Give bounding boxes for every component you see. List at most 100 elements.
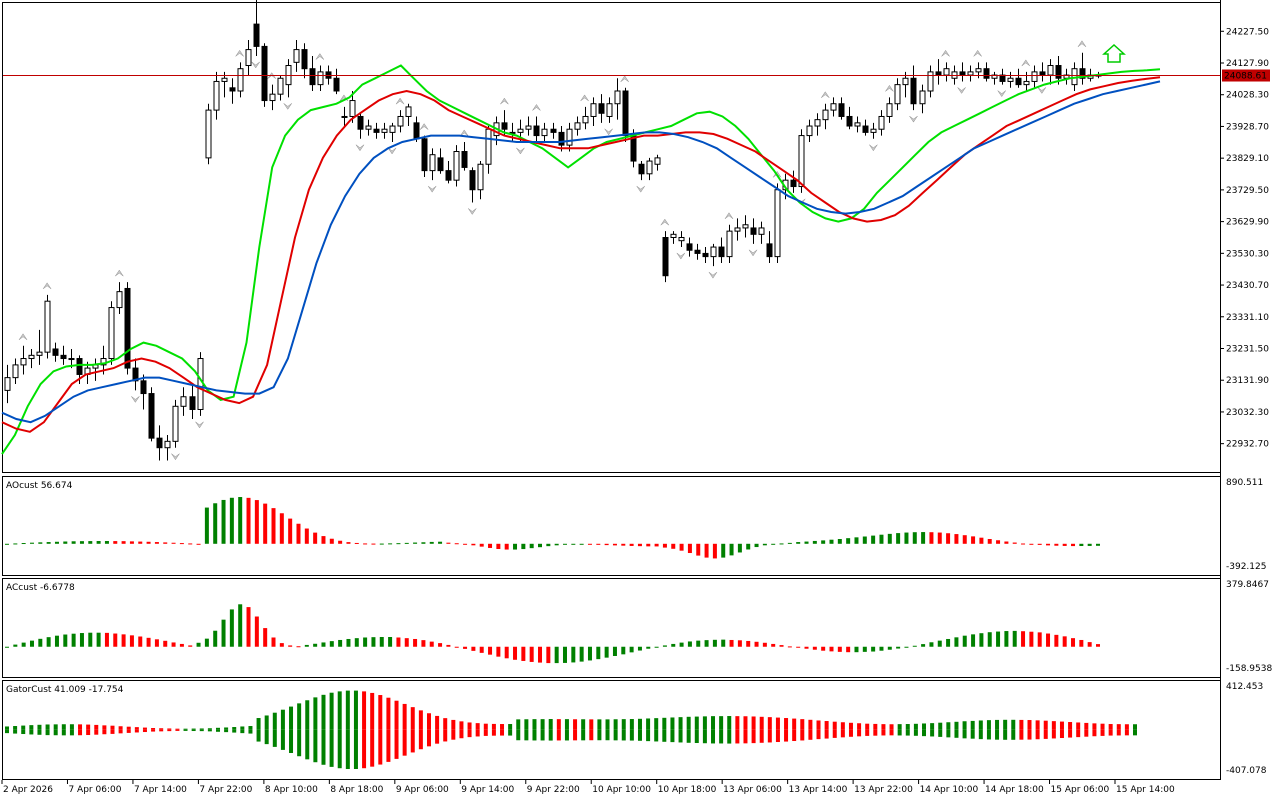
gator-upper-bar bbox=[1100, 723, 1105, 730]
gator-upper-bar bbox=[353, 690, 358, 730]
gator-lower-bar bbox=[418, 729, 423, 750]
gator-upper-bar bbox=[459, 721, 464, 730]
gator-lower-bar bbox=[629, 729, 634, 741]
gator-upper-bar bbox=[435, 715, 440, 730]
histogram-bar bbox=[279, 643, 284, 647]
histogram-bar bbox=[1079, 543, 1084, 547]
gator-upper-bar bbox=[532, 719, 537, 730]
gator-lower-bar bbox=[848, 729, 853, 737]
gator-title: GatorCust 41.009 -17.754 bbox=[6, 685, 124, 695]
gator-upper-bar bbox=[873, 723, 878, 730]
histogram-bar bbox=[521, 646, 526, 661]
gator-lower-bar bbox=[808, 729, 813, 740]
candle-bear bbox=[1039, 71, 1046, 76]
gator-lower-bar bbox=[832, 729, 837, 738]
candle-bull bbox=[509, 131, 516, 134]
candle-bear bbox=[718, 246, 725, 258]
histogram-bar bbox=[896, 533, 901, 544]
gator-lower-bar bbox=[167, 729, 172, 732]
gator-lower-bar bbox=[889, 729, 894, 736]
histogram-bar bbox=[646, 646, 651, 649]
histogram-bar bbox=[904, 646, 909, 648]
gator-upper-bar bbox=[207, 728, 212, 730]
histogram-bar bbox=[196, 543, 201, 545]
current-price-badge bbox=[1222, 69, 1270, 82]
histogram-bar bbox=[513, 646, 518, 660]
histogram-bar bbox=[829, 646, 834, 652]
fractal-up-marker bbox=[1077, 40, 1087, 47]
gator-upper-bar bbox=[134, 727, 139, 730]
candle-bear bbox=[910, 77, 917, 105]
candle-bear bbox=[357, 115, 364, 130]
histogram-bar bbox=[937, 640, 942, 647]
gator-lower-bar bbox=[224, 729, 229, 733]
candle-bull bbox=[606, 103, 613, 117]
histogram-bar bbox=[621, 646, 626, 655]
gator-upper-bar bbox=[378, 695, 383, 730]
gator-lower-bar bbox=[930, 729, 935, 737]
gator-lower-bar bbox=[435, 729, 440, 744]
gator-upper-bar bbox=[1068, 722, 1073, 730]
fractal-up-marker bbox=[42, 282, 52, 290]
histogram-bar bbox=[637, 543, 642, 547]
gator-lower-bar bbox=[678, 729, 683, 743]
fractal-down-marker bbox=[131, 396, 140, 403]
candle-bear bbox=[253, 23, 260, 47]
histogram-bar bbox=[204, 507, 209, 544]
ac-title: ACcust -6.6778 bbox=[6, 583, 75, 593]
histogram-bar bbox=[279, 513, 284, 544]
candle-bear bbox=[156, 437, 163, 449]
gator-upper-bar bbox=[629, 719, 634, 730]
gator-upper-bar bbox=[321, 694, 326, 730]
candle-bear bbox=[662, 237, 669, 277]
gator-upper-bar bbox=[1003, 719, 1008, 730]
gator-lower-bar bbox=[613, 729, 618, 741]
gator-lower-bar bbox=[78, 729, 83, 736]
histogram-bar bbox=[846, 538, 851, 544]
fractal-up-marker bbox=[885, 84, 894, 92]
gator-lower-bar bbox=[978, 729, 983, 740]
candle-bear bbox=[140, 380, 147, 395]
histogram-bar bbox=[979, 633, 984, 647]
gator-upper-bar bbox=[329, 692, 334, 730]
histogram-bar bbox=[313, 643, 318, 647]
histogram-bar bbox=[1037, 543, 1042, 545]
gator-lower-bar bbox=[69, 729, 74, 736]
gator-upper-bar bbox=[621, 719, 626, 730]
histogram-bar bbox=[96, 632, 101, 647]
gator-upper-bar bbox=[13, 726, 18, 730]
fractal-up-marker bbox=[419, 123, 429, 130]
histogram-bar bbox=[879, 534, 884, 544]
gator-upper-bar bbox=[94, 724, 99, 730]
gator-lower-bar bbox=[386, 729, 391, 762]
gator-upper-bar bbox=[289, 706, 294, 730]
candle-bull bbox=[245, 49, 252, 67]
fractal-up-marker bbox=[500, 97, 509, 105]
gator-lower-bar bbox=[1027, 729, 1032, 740]
fractal-up-marker bbox=[821, 91, 830, 98]
price-tick-label: 24127.90 bbox=[1226, 59, 1269, 69]
histogram-bar bbox=[479, 646, 484, 653]
histogram-bar bbox=[521, 543, 526, 550]
gator-upper-bar bbox=[1124, 724, 1129, 730]
histogram-bar bbox=[363, 543, 368, 545]
gator-lower-bar bbox=[443, 729, 448, 742]
gator-lower-bar bbox=[508, 729, 513, 736]
histogram-bar bbox=[996, 540, 1001, 544]
gator-upper-bar bbox=[702, 716, 707, 730]
histogram-bar bbox=[887, 533, 892, 544]
candle-bull bbox=[878, 115, 885, 130]
histogram-bar bbox=[413, 542, 418, 544]
gator-lower-bar bbox=[873, 729, 878, 736]
histogram-bar bbox=[438, 643, 443, 647]
candle-bear bbox=[333, 77, 340, 92]
histogram-bar bbox=[479, 543, 484, 547]
fractal-up-marker bbox=[724, 212, 734, 219]
histogram-bar bbox=[379, 636, 384, 647]
histogram-bar bbox=[321, 536, 326, 544]
histogram-bar bbox=[812, 646, 817, 650]
histogram-bar bbox=[654, 646, 659, 648]
gator-upper-bar bbox=[86, 724, 91, 730]
histogram-bar bbox=[179, 543, 184, 545]
